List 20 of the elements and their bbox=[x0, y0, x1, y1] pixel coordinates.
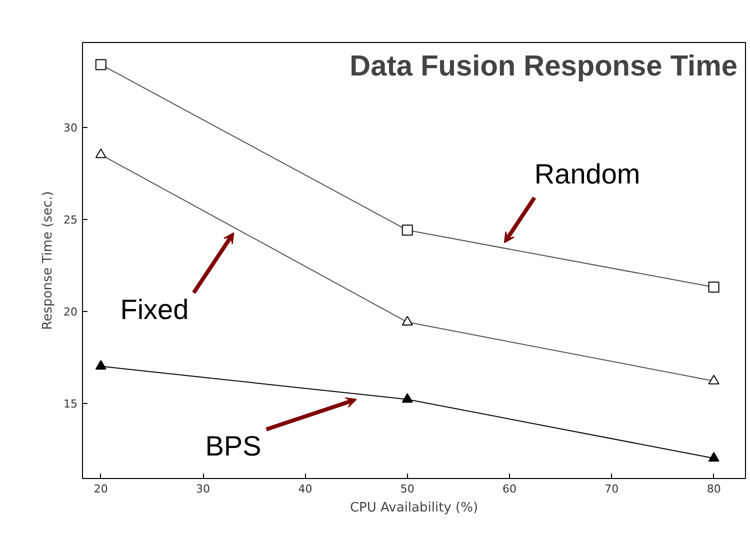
y-tick-label: 30 bbox=[64, 122, 78, 135]
y-tick-label: 20 bbox=[64, 306, 78, 319]
x-tick-label: 20 bbox=[94, 482, 108, 496]
text: Random bbox=[534, 158, 640, 190]
x-tick-label: 70 bbox=[604, 482, 619, 496]
chart-title: Data Fusion Response Time bbox=[350, 50, 738, 82]
y-tick-label: 15 bbox=[64, 398, 78, 411]
legend-label: Fixed bbox=[120, 294, 189, 325]
x-tick-label: 50 bbox=[400, 482, 414, 496]
series-label: BPS bbox=[205, 430, 262, 462]
x-tick-label: 60 bbox=[502, 482, 517, 496]
x-tick-label: 80 bbox=[706, 482, 721, 496]
x-axis-title: CPU Availability (%) bbox=[350, 500, 478, 516]
point bbox=[708, 452, 720, 462]
x-tick-label: 30 bbox=[196, 482, 210, 496]
point bbox=[95, 360, 106, 370]
y-tick-label: 25 bbox=[64, 214, 78, 227]
y-axis-title: Response Time (sec.) bbox=[40, 191, 56, 330]
point bbox=[402, 393, 413, 403]
x-tick-label: 40 bbox=[298, 482, 312, 496]
